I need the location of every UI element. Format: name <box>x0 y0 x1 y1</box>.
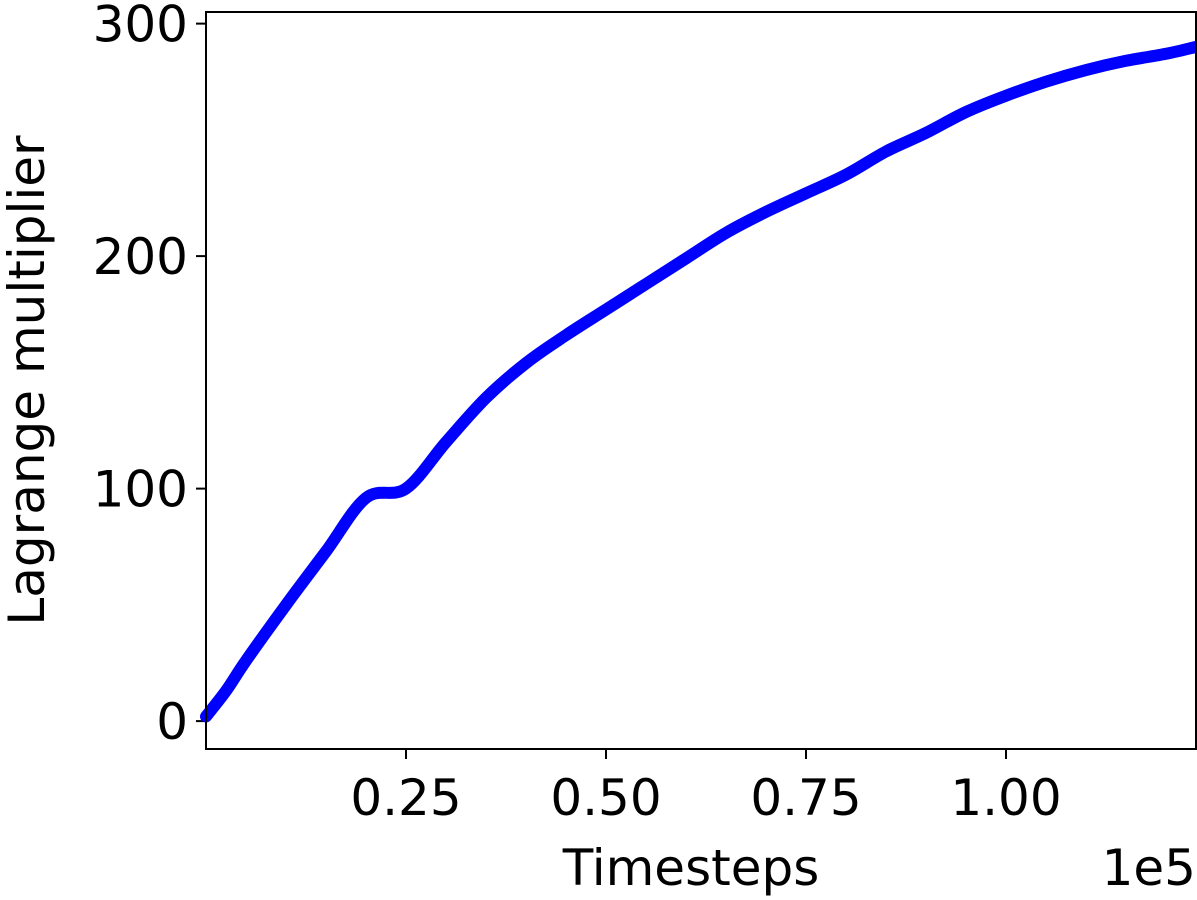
plot-frame <box>205 11 1197 750</box>
y-axis-ticks: 0 100 200 300 <box>93 0 206 751</box>
series-layer <box>206 47 1196 717</box>
y-axis-label: Lagrange multiplier <box>0 135 56 626</box>
x-axis-label: Timesteps <box>562 839 820 897</box>
x-tick-label: 0.75 <box>750 769 861 827</box>
x-tick-label: 0.25 <box>350 769 461 827</box>
y-tick-label: 0 <box>156 693 188 751</box>
x-axis-ticks: 0.25 0.50 0.75 1.00 <box>350 749 1062 827</box>
y-tick-label: 200 <box>93 228 188 286</box>
x-tick-label: 0.50 <box>550 769 661 827</box>
series-line <box>206 47 1196 717</box>
x-axis-offset-label: 1e5 <box>1102 839 1196 897</box>
x-tick-label: 1.00 <box>950 769 1061 827</box>
y-tick-label: 100 <box>93 461 188 519</box>
y-tick-label: 300 <box>93 0 188 54</box>
